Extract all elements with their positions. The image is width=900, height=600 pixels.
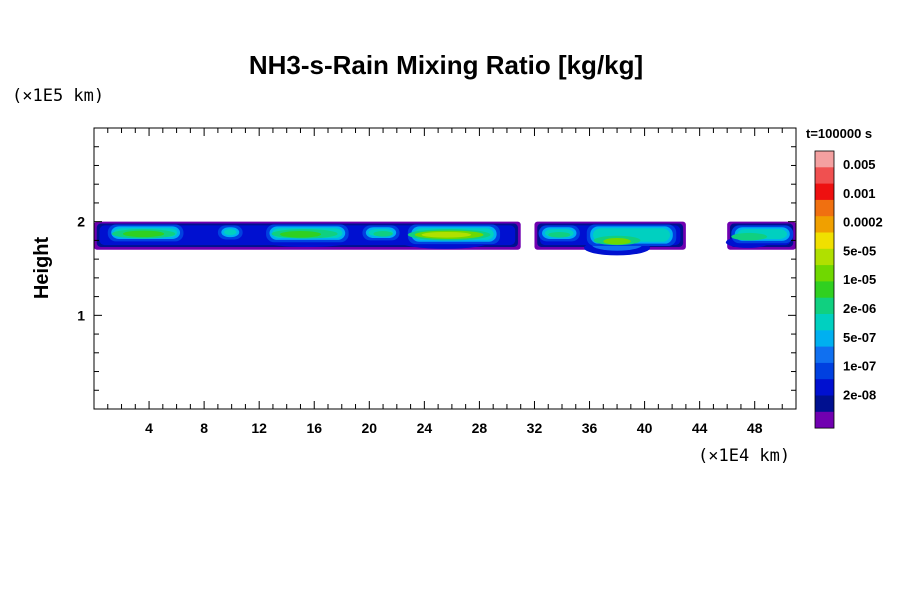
- rain-peak-region: [603, 238, 631, 245]
- plot-area: [94, 221, 796, 256]
- x-tick-label: 36: [582, 420, 598, 436]
- colorbar-swatch: [815, 183, 834, 201]
- colorbar-swatch: [815, 281, 834, 299]
- rain-peak-region: [731, 232, 768, 241]
- colorbar-label: 0.005: [843, 157, 876, 172]
- y-tick-label: 2: [77, 214, 85, 230]
- rain-peak-region: [279, 231, 322, 238]
- x-tick-label: 24: [417, 420, 433, 436]
- colorbar-swatch: [815, 248, 834, 266]
- x-tick-label: 12: [251, 420, 267, 436]
- colorbar-swatch: [815, 330, 834, 347]
- plot-frame: [93, 127, 797, 410]
- colorbar-label: 5e-07: [843, 330, 876, 345]
- colorbar-label: 1e-05: [843, 272, 876, 287]
- rain-peak-region: [373, 231, 393, 237]
- x-tick-label: 16: [306, 420, 322, 436]
- x-tick-label: 32: [527, 420, 543, 436]
- x-tick-label: 40: [637, 420, 653, 436]
- rain-peak-region: [421, 231, 472, 238]
- colorbar-label: 1e-07: [843, 359, 876, 374]
- x-unit-label: (×1E4 km): [698, 446, 790, 466]
- x-tick-label: 48: [747, 420, 763, 436]
- x-tick-label: 4: [145, 420, 153, 436]
- colorbar-swatch: [815, 151, 834, 168]
- rain-peak-region: [548, 231, 571, 238]
- x-tick-label: 20: [362, 420, 378, 436]
- x-tick-label: 44: [692, 420, 708, 436]
- colorbar-swatch: [815, 395, 834, 413]
- colorbar-swatch: [815, 411, 834, 429]
- colorbar-label: 2e-06: [843, 301, 876, 316]
- colorbar-swatch: [815, 379, 834, 396]
- colorbar-swatch: [815, 297, 834, 315]
- time-label: t=100000 s: [806, 126, 872, 141]
- colorbar-swatch: [815, 199, 834, 217]
- colorbar-label: 2e-08: [843, 387, 876, 402]
- colorbar-frame: [814, 150, 835, 429]
- colorbar-label: 0.0002: [843, 215, 883, 230]
- colorbar-swatch: [815, 362, 834, 380]
- colorbar-label: 5e-05: [843, 243, 876, 258]
- chart-title: NH3-s-Rain Mixing Ratio [kg/kg]: [249, 50, 643, 80]
- colorbar-label: 0.001: [843, 186, 876, 201]
- colorbar-swatch: [815, 232, 834, 250]
- colorbar-swatch: [815, 216, 834, 233]
- x-tick-label: 8: [200, 420, 208, 436]
- colorbar: 0.005 0.001 0.0002 5e-05 1e-05 2e-06 5e-07 1e-0…: [814, 150, 883, 429]
- colorbar-swatch: [815, 167, 834, 184]
- y-axis-label: Height: [31, 237, 53, 300]
- x-tick-label: 28: [472, 420, 488, 436]
- colorbar-swatch: [815, 314, 834, 331]
- rain-core-inner: [224, 229, 237, 236]
- y-unit-label: (×1E5 km): [12, 86, 104, 106]
- rain-peak-region: [122, 230, 165, 238]
- colorbar-swatch: [815, 265, 834, 282]
- y-tick-label: 1: [77, 307, 85, 323]
- colorbar-swatch: [815, 346, 834, 364]
